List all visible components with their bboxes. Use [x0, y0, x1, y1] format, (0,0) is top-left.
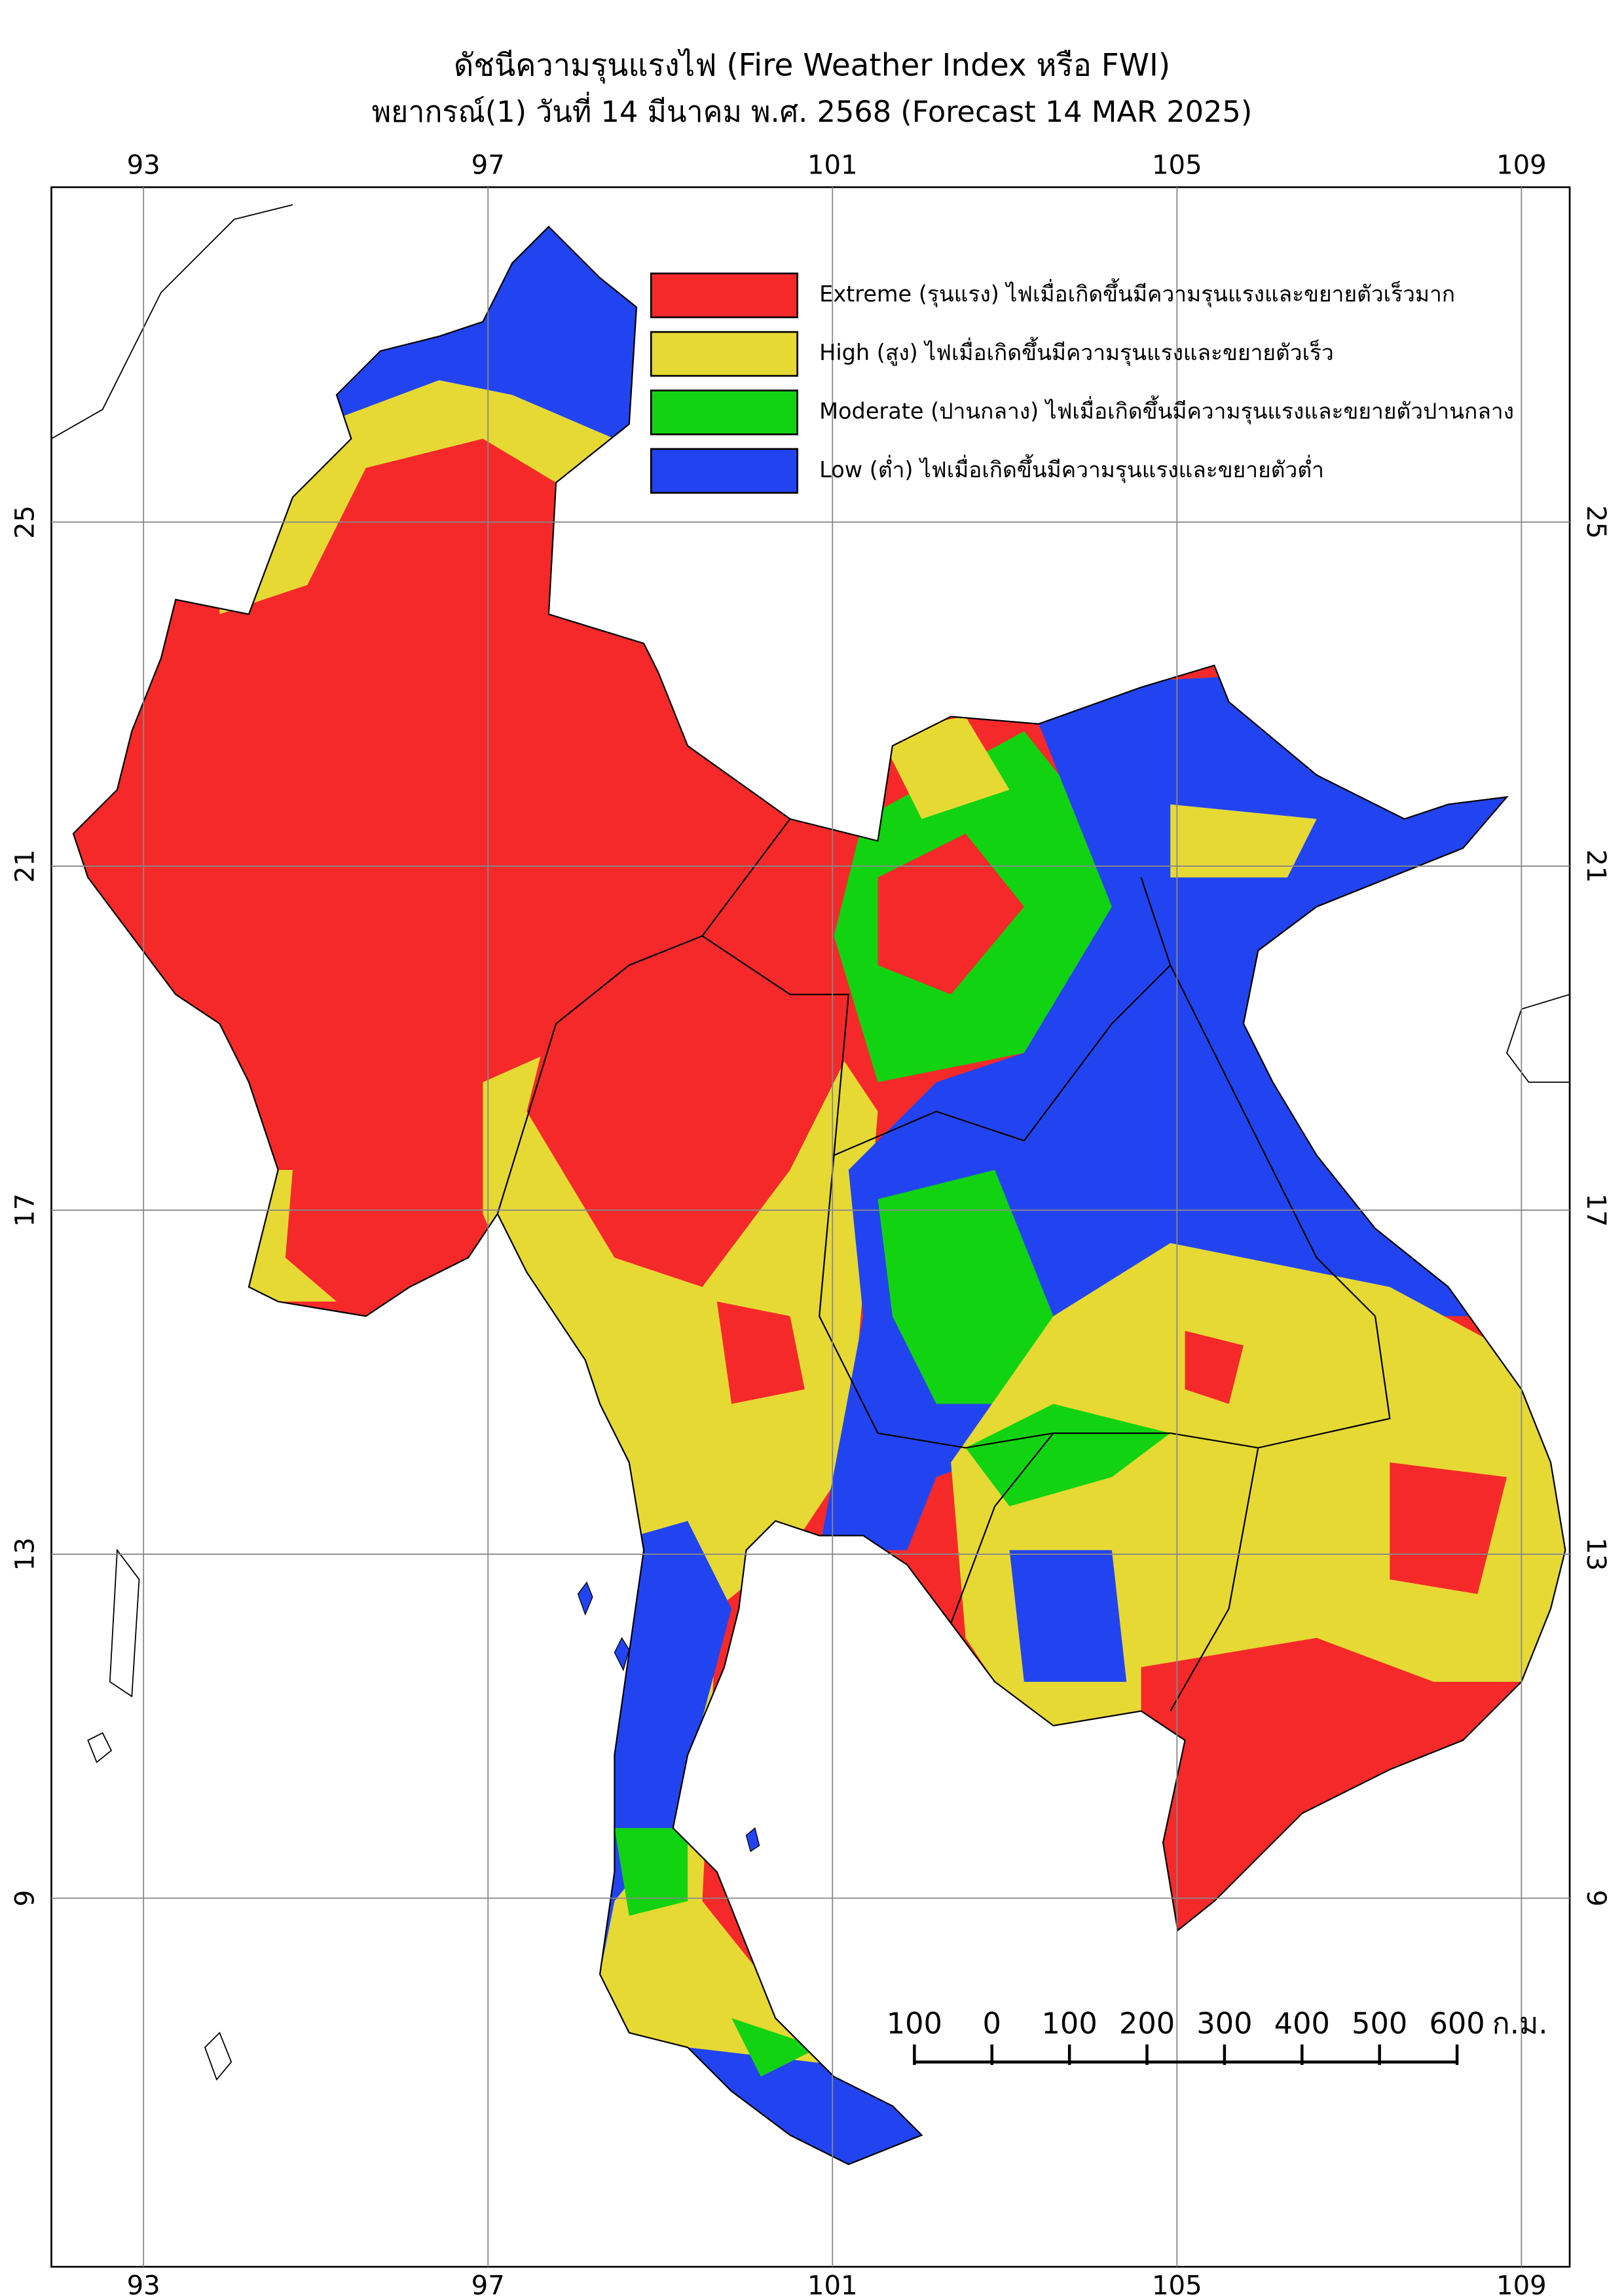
neighbor-coast — [51, 204, 1570, 2081]
lon-label-top: 93 — [127, 151, 160, 181]
scale-label: 200 — [1119, 2007, 1175, 2041]
lat-label-right: 9 — [1581, 1890, 1611, 1907]
lat-label-left: 13 — [10, 1537, 40, 1571]
islands — [577, 1581, 760, 1853]
lon-label-top: 97 — [471, 151, 505, 181]
legend-label: Moderate (ปานกลาง) ไฟเมื่อเกิดขึ้นมีความ… — [819, 395, 1514, 424]
legend-label: High (สูง) ไฟเมื่อเกิดขึ้นมีความรุนแรงแล… — [819, 337, 1334, 366]
lon-label-bottom: 101 — [807, 2271, 858, 2296]
lon-label-top: 101 — [807, 151, 858, 181]
scale-label: 500 — [1352, 2007, 1407, 2041]
lon-label-bottom: 97 — [471, 2271, 505, 2296]
lon-label-bottom: 109 — [1496, 2271, 1547, 2296]
legend-swatch — [650, 331, 799, 377]
title: ดัชนีความรุนแรงไฟ (Fire Weather Index หร… — [454, 47, 1170, 84]
scale-label: 600 — [1429, 2007, 1485, 2041]
scale-label: 100 — [1042, 2007, 1098, 2041]
scale-unit: ก.ม. — [1492, 2007, 1548, 2041]
lat-label-right: 21 — [1581, 849, 1611, 883]
legend-label: Extreme (รุนแรง) ไฟเมื่อเกิดขึ้นมีความรุ… — [819, 278, 1455, 308]
scale-label: 100 — [887, 2007, 942, 2041]
lat-label-left: 25 — [10, 505, 40, 539]
lat-label-left: 17 — [10, 1194, 40, 1227]
graticule: 93 93 97 97 101 101 105 105 109 109 25 25 21 21 17 17 13… — [10, 151, 1611, 2296]
lat-label-right: 13 — [1581, 1537, 1611, 1571]
scale-label: 300 — [1196, 2007, 1252, 2041]
lat-label-right: 25 — [1581, 505, 1611, 539]
lon-label-top: 109 — [1496, 151, 1547, 181]
legend-label: Low (ต่ำ) ไฟเมื่อเกิดขึ้นมีความรุนแรงและ… — [819, 454, 1324, 483]
subtitle: พยากรณ์(1) วันที่ 14 มีนาคม พ.ศ. 2568 (F… — [372, 92, 1253, 129]
scale-label: 0 — [983, 2007, 1001, 2041]
lon-label-bottom: 93 — [127, 2271, 160, 2296]
lat-label-right: 17 — [1581, 1194, 1611, 1227]
lat-label-left: 9 — [10, 1890, 40, 1907]
legend-swatch — [650, 448, 799, 494]
borders — [496, 818, 1391, 1712]
lon-label-bottom: 105 — [1152, 2271, 1202, 2296]
legend-swatch — [650, 390, 799, 435]
lon-label-top: 105 — [1152, 151, 1202, 181]
lat-label-left: 21 — [10, 849, 40, 883]
legend-swatch — [650, 272, 799, 319]
legend: Extreme (รุนแรง) ไฟเมื่อเกิดขึ้นมีความรุ… — [650, 272, 1514, 494]
scale-bar: 100 0 100 200 300 400 500 600 ก.ม. — [887, 2007, 1548, 2066]
scale-label: 400 — [1274, 2007, 1330, 2041]
